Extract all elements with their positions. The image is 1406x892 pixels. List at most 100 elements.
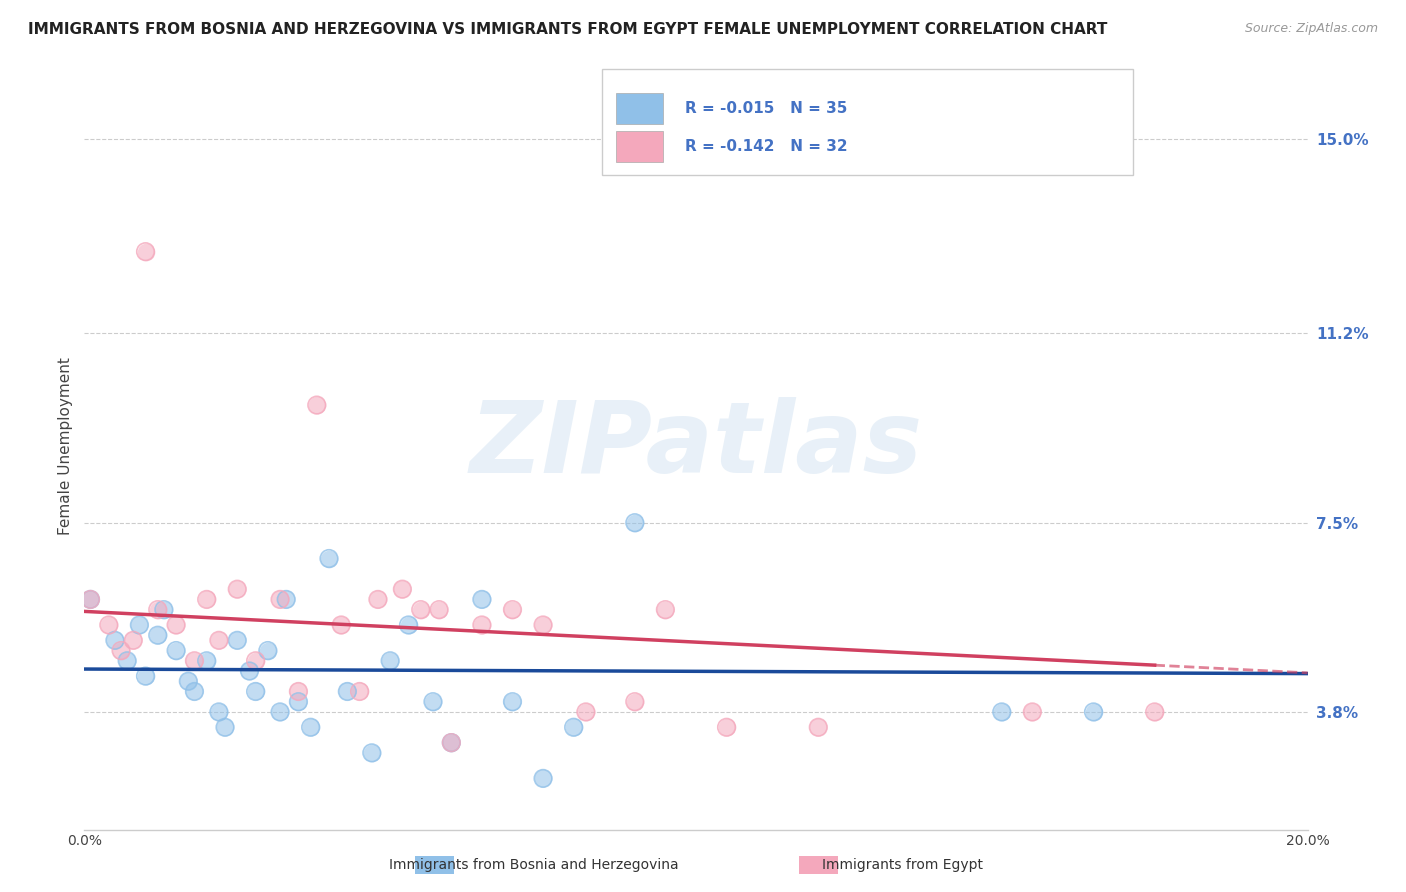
Point	[427, 602, 450, 616]
Point	[79, 592, 101, 607]
Point	[624, 695, 647, 709]
Point	[257, 643, 280, 657]
Point	[471, 618, 494, 632]
Point	[245, 684, 267, 698]
Point	[104, 633, 127, 648]
Point	[531, 618, 554, 632]
Point	[97, 618, 120, 632]
Point	[367, 592, 389, 607]
Point	[269, 592, 291, 607]
Point	[502, 695, 524, 709]
Point	[562, 720, 585, 734]
Point	[562, 720, 585, 734]
FancyBboxPatch shape	[616, 131, 664, 162]
Point	[531, 618, 554, 632]
Point	[183, 684, 205, 698]
Point	[153, 602, 176, 616]
Point	[624, 516, 647, 530]
Point	[110, 643, 132, 657]
Point	[165, 643, 187, 657]
Point	[257, 643, 280, 657]
Point	[502, 602, 524, 616]
Point	[531, 772, 554, 786]
Point	[299, 720, 322, 734]
Point	[276, 592, 298, 607]
Point	[299, 720, 322, 734]
Point	[575, 705, 598, 719]
Point	[238, 664, 260, 678]
Point	[146, 602, 169, 616]
Point	[1143, 705, 1166, 719]
Point	[287, 684, 309, 698]
Point	[122, 633, 145, 648]
Point	[807, 720, 830, 734]
Text: Source: ZipAtlas.com: Source: ZipAtlas.com	[1244, 22, 1378, 36]
Point	[440, 736, 463, 750]
Point	[440, 736, 463, 750]
Point	[269, 705, 291, 719]
Point	[115, 654, 138, 668]
Text: IMMIGRANTS FROM BOSNIA AND HERZEGOVINA VS IMMIGRANTS FROM EGYPT FEMALE UNEMPLOYM: IMMIGRANTS FROM BOSNIA AND HERZEGOVINA V…	[28, 22, 1108, 37]
Text: Immigrants from Egypt: Immigrants from Egypt	[823, 858, 983, 872]
Point	[391, 582, 413, 597]
Point	[367, 592, 389, 607]
Point	[245, 684, 267, 698]
Point	[287, 695, 309, 709]
Point	[104, 633, 127, 648]
Point	[305, 398, 328, 412]
Point	[128, 618, 150, 632]
Point	[226, 633, 249, 648]
Point	[276, 592, 298, 607]
Point	[128, 618, 150, 632]
Point	[360, 746, 382, 760]
Point	[305, 398, 328, 412]
Point	[624, 516, 647, 530]
Point	[575, 705, 598, 719]
Point	[807, 720, 830, 734]
Text: R = -0.142   N = 32: R = -0.142 N = 32	[685, 139, 848, 154]
Point	[245, 654, 267, 668]
FancyBboxPatch shape	[602, 69, 1133, 175]
Point	[330, 618, 353, 632]
Point	[1143, 705, 1166, 719]
Point	[208, 705, 231, 719]
Point	[177, 674, 200, 689]
Point	[502, 602, 524, 616]
Point	[165, 643, 187, 657]
Point	[165, 618, 187, 632]
Point	[380, 654, 402, 668]
Point	[422, 695, 444, 709]
Point	[195, 654, 218, 668]
Point	[422, 695, 444, 709]
Point	[1083, 705, 1105, 719]
Point	[183, 654, 205, 668]
Point	[287, 695, 309, 709]
Point	[214, 720, 236, 734]
Point	[79, 592, 101, 607]
Point	[716, 720, 738, 734]
Point	[391, 582, 413, 597]
Point	[208, 705, 231, 719]
Point	[398, 618, 420, 632]
Point	[79, 592, 101, 607]
Text: R = -0.015   N = 35: R = -0.015 N = 35	[685, 101, 848, 116]
Point	[440, 736, 463, 750]
Point	[153, 602, 176, 616]
Point	[195, 592, 218, 607]
FancyBboxPatch shape	[616, 93, 664, 124]
Point	[330, 618, 353, 632]
Point	[380, 654, 402, 668]
Point	[1083, 705, 1105, 719]
Point	[97, 618, 120, 632]
Point	[991, 705, 1014, 719]
Point	[135, 669, 157, 683]
Point	[165, 618, 187, 632]
Point	[624, 695, 647, 709]
Point	[238, 664, 260, 678]
Point	[409, 602, 432, 616]
Point	[269, 592, 291, 607]
Point	[440, 736, 463, 750]
Point	[122, 633, 145, 648]
Point	[471, 592, 494, 607]
Point	[183, 654, 205, 668]
